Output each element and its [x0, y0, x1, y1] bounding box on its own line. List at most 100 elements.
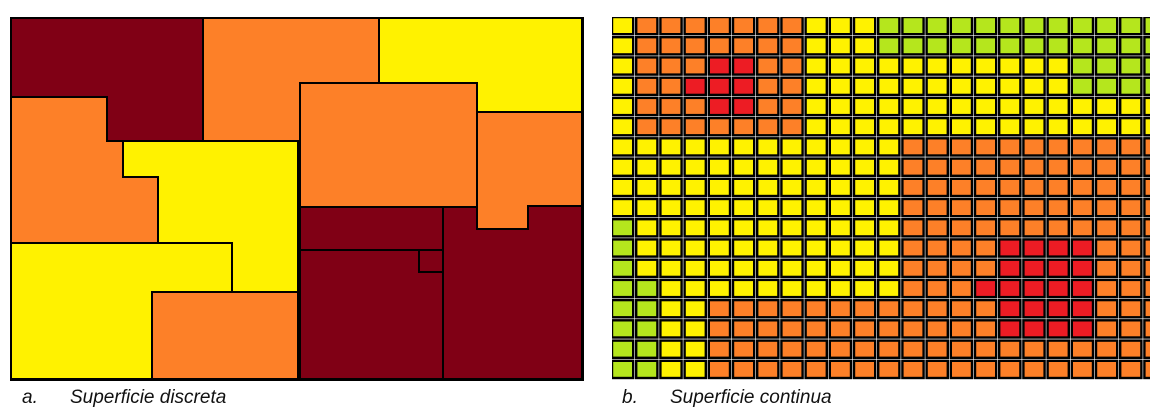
- discrete-region-9: [442, 205, 583, 380]
- grid-cell: [683, 76, 707, 97]
- grid-cell: [1070, 17, 1095, 36]
- grid-cell: [1070, 177, 1095, 198]
- grid-cell: [804, 36, 829, 56]
- grid-cell: [925, 17, 950, 36]
- grid-cell: [731, 238, 756, 258]
- grid-cell: [998, 359, 1022, 380]
- grid-cell: [1070, 278, 1095, 299]
- grid-cell: [998, 157, 1022, 178]
- grid-cell: [755, 217, 780, 238]
- grid-cell: [612, 116, 635, 137]
- grid-cell: [635, 319, 659, 339]
- grid-cell: [731, 116, 756, 137]
- grid-cell: [1022, 339, 1046, 360]
- grid-cell: [998, 258, 1022, 279]
- grid-cell: [901, 339, 925, 360]
- discrete-map-frame: [10, 17, 584, 381]
- grid-cell: [998, 319, 1022, 339]
- grid-cell: [925, 137, 950, 157]
- grid-cell: [612, 258, 635, 279]
- grid-cell: [635, 56, 659, 76]
- grid-cell: [973, 298, 998, 319]
- grid-cell: [1070, 359, 1095, 380]
- grid-cell: [780, 258, 804, 279]
- grid-cell: [1119, 298, 1143, 319]
- grid-cell: [659, 96, 683, 117]
- grid-cell: [901, 116, 925, 137]
- grid-cell: [877, 258, 901, 279]
- grid-cell: [780, 278, 804, 299]
- grid-cell: [828, 137, 853, 157]
- grid-cell: [1046, 137, 1071, 157]
- grid-cell: [1143, 258, 1150, 279]
- grid-cell: [635, 258, 659, 279]
- discrete-region-8: [299, 206, 444, 251]
- grid-cell: [1070, 197, 1095, 218]
- grid-cell: [901, 17, 925, 36]
- grid-cell: [635, 298, 659, 319]
- grid-cell: [998, 238, 1022, 258]
- grid-cell: [828, 56, 853, 76]
- grid-cell: [828, 197, 853, 218]
- grid-cell: [973, 359, 998, 380]
- grid-cell: [804, 177, 829, 198]
- grid-cell: [1119, 177, 1143, 198]
- grid-cell: [828, 36, 853, 56]
- grid-cell: [659, 359, 683, 380]
- grid-cell: [683, 238, 707, 258]
- grid-cell: [1094, 157, 1119, 178]
- grid-cell: [828, 116, 853, 137]
- grid-cell: [949, 76, 974, 97]
- grid-cell: [707, 258, 732, 279]
- grid-cell: [683, 157, 707, 178]
- grid-cell: [925, 177, 950, 198]
- grid-cell: [973, 116, 998, 137]
- grid-cell: [804, 258, 829, 279]
- grid-cell: [707, 157, 732, 178]
- grid-cell: [804, 278, 829, 299]
- grid-cell: [949, 197, 974, 218]
- grid-cell: [998, 76, 1022, 97]
- discrete-region-5: [299, 82, 478, 208]
- grid-cell: [877, 36, 901, 56]
- grid-cell: [1070, 36, 1095, 56]
- grid-cell: [1070, 137, 1095, 157]
- grid-cell: [1046, 278, 1071, 299]
- grid-cell: [828, 157, 853, 178]
- grid-cell: [828, 258, 853, 279]
- grid-cell: [1070, 319, 1095, 339]
- grid-cell: [707, 17, 732, 36]
- grid-cell: [635, 157, 659, 178]
- grid-cell: [1143, 278, 1150, 299]
- grid-cell: [659, 298, 683, 319]
- grid-cell: [852, 298, 877, 319]
- grid-cell: [780, 96, 804, 117]
- grid-cell: [612, 298, 635, 319]
- grid-cell: [949, 217, 974, 238]
- grid-cell: [612, 278, 635, 299]
- grid-cell: [1094, 116, 1119, 137]
- grid-cell: [1046, 36, 1071, 56]
- grid-cell: [1046, 238, 1071, 258]
- grid-cell: [1094, 217, 1119, 238]
- grid-cell: [707, 238, 732, 258]
- grid-cell: [973, 96, 998, 117]
- grid-cell: [998, 17, 1022, 36]
- grid-cell: [707, 96, 732, 117]
- grid-cell: [804, 56, 829, 76]
- grid-cell: [901, 76, 925, 97]
- grid-cell: [707, 339, 732, 360]
- grid-cell: [635, 116, 659, 137]
- grid-cell: [925, 359, 950, 380]
- grid-cell: [659, 56, 683, 76]
- caption-a-letter: a.: [22, 387, 38, 408]
- grid-cell: [683, 298, 707, 319]
- grid-cell: [949, 157, 974, 178]
- grid-cell: [852, 137, 877, 157]
- grid-cell: [901, 157, 925, 178]
- grid-cell: [901, 278, 925, 299]
- grid-cell: [925, 339, 950, 360]
- grid-cell: [659, 339, 683, 360]
- grid-cell: [780, 157, 804, 178]
- grid-cell: [877, 298, 901, 319]
